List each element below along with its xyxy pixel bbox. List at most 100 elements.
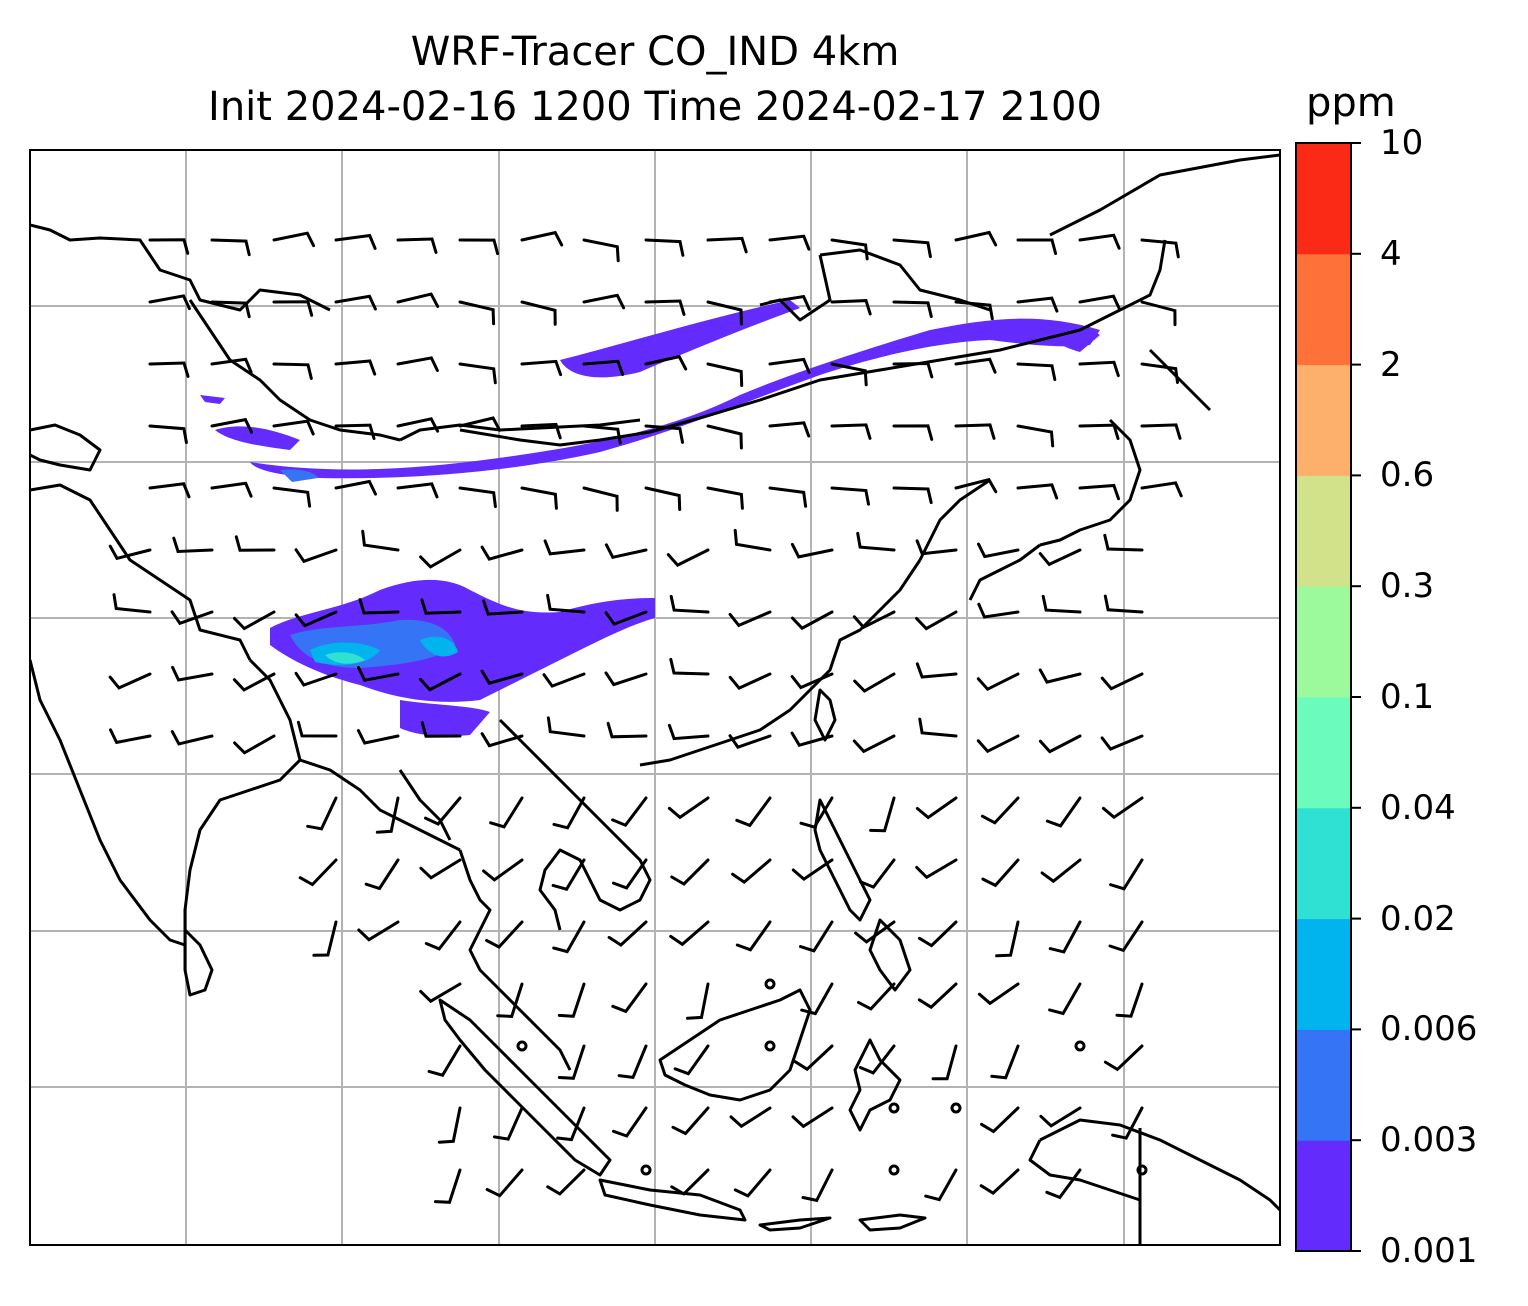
map-title-line1: WRF-Tracer CO_IND 4km: [410, 29, 900, 75]
wind-barb: [312, 920, 338, 957]
wind-barb-calm: [888, 1164, 900, 1176]
wind-barb: [396, 417, 440, 433]
colorbar-tick-label: 4: [1380, 233, 1402, 274]
wind-barb: [1016, 424, 1055, 448]
wind-barb: [1078, 483, 1120, 501]
colorbar-segment: [1296, 143, 1351, 255]
wind-barb: [496, 982, 524, 1018]
colorbar-tick-label: 0.6: [1380, 455, 1435, 496]
wind-barb: [671, 1106, 710, 1136]
wind-barb: [210, 238, 251, 257]
wind-barb: [520, 230, 564, 247]
wind-barbs: [108, 230, 1183, 1204]
wind-barb: [735, 796, 772, 828]
wind-barb: [582, 486, 619, 512]
wind-barb: [542, 672, 586, 688]
wind-barb: [520, 359, 563, 377]
wind-barb: [917, 982, 958, 1010]
wind-barb: [801, 1168, 834, 1203]
wind-barb: [1048, 982, 1082, 1016]
wind-barb: [272, 231, 316, 248]
wind-barb: [791, 1106, 834, 1129]
wind-barb: [1039, 1106, 1082, 1128]
wind-barb: [853, 672, 896, 693]
wind-barb: [977, 542, 1020, 559]
wind-barb: [670, 858, 710, 886]
wind-barb: [520, 422, 562, 440]
wind-barb: [361, 529, 400, 552]
wind-barb: [396, 292, 440, 308]
wind-barb: [296, 720, 338, 738]
wind-barb: [458, 416, 502, 432]
wind-barb: [859, 858, 896, 889]
wind-barb: [298, 858, 338, 887]
wind-barb: [557, 982, 586, 1018]
wind-barb: [858, 1044, 896, 1075]
wind-barb: [1048, 920, 1082, 954]
colorbar-tick-label: 0.3: [1380, 566, 1435, 607]
wind-barb: [420, 721, 462, 738]
wind-barb: [606, 721, 648, 739]
wind-barb: [424, 920, 462, 951]
wind-barb: [437, 1106, 462, 1144]
wind-barb: [480, 732, 524, 748]
wind-barb: [1045, 796, 1082, 828]
wind-barb: [480, 545, 524, 561]
gridlines: [30, 150, 1280, 1245]
wind-barb: [396, 356, 439, 372]
colorbar-tick-label: 0.001: [1380, 1231, 1478, 1271]
wind-barb: [830, 238, 869, 261]
wind-barb: [830, 423, 872, 440]
wind-barb: [1103, 533, 1144, 552]
wind-barb: [673, 1044, 710, 1076]
wind-barb: [791, 610, 834, 631]
wind-barb: [979, 1168, 1020, 1195]
colorbar-segment: [1296, 697, 1351, 809]
colorbar-segment: [1296, 918, 1351, 1030]
wind-barb: [954, 357, 997, 374]
wind-barb: [892, 361, 934, 379]
wind-barb: [1115, 982, 1144, 1018]
wind-barb: [611, 796, 648, 828]
wind-barb: [557, 1044, 586, 1080]
colorbar-tick-label: 0.04: [1380, 787, 1456, 828]
wind-barb: [396, 237, 438, 254]
wind-barb: [210, 417, 253, 434]
wind-barb: [980, 796, 1020, 825]
wind-barb: [830, 486, 870, 506]
wind-barb: [520, 300, 557, 326]
wind-barb: [1140, 481, 1183, 498]
wind-barb: [669, 594, 710, 614]
wind-barb: [233, 610, 276, 631]
wind-barb: [480, 669, 524, 685]
wind-barb: [768, 486, 808, 508]
wind-barb: [915, 610, 958, 631]
wind-barb: [434, 1168, 462, 1204]
wind-barb: [604, 543, 648, 560]
wind-barb: [1041, 594, 1082, 614]
wind-barb: [1103, 1044, 1144, 1072]
wind-barb: [112, 593, 152, 614]
wind-barb: [852, 734, 896, 754]
wind-barb: [892, 238, 932, 259]
wind-barb: [232, 672, 276, 692]
wind-barb: [670, 1168, 710, 1196]
wind-barb: [1103, 594, 1144, 614]
colorbar-tick-label: 0.006: [1380, 1009, 1478, 1050]
wind-barb-calm: [764, 1040, 776, 1052]
colorbar-tick-label: 10: [1380, 123, 1424, 163]
wind-barb: [790, 731, 834, 747]
wind-barb: [892, 300, 933, 318]
wind-barb: [1038, 548, 1082, 567]
wind-barb: [729, 1106, 772, 1129]
wind-barb: [148, 424, 188, 444]
wind-barb-calm: [950, 1102, 962, 1114]
wind-barb: [1038, 734, 1082, 754]
wind-barb: [210, 357, 253, 374]
colorbar-segment: [1296, 1140, 1351, 1252]
wind-barb: [954, 300, 994, 321]
wind-barb: [644, 424, 684, 444]
wind-barb: [800, 982, 834, 1016]
wind-barb: [706, 424, 743, 450]
